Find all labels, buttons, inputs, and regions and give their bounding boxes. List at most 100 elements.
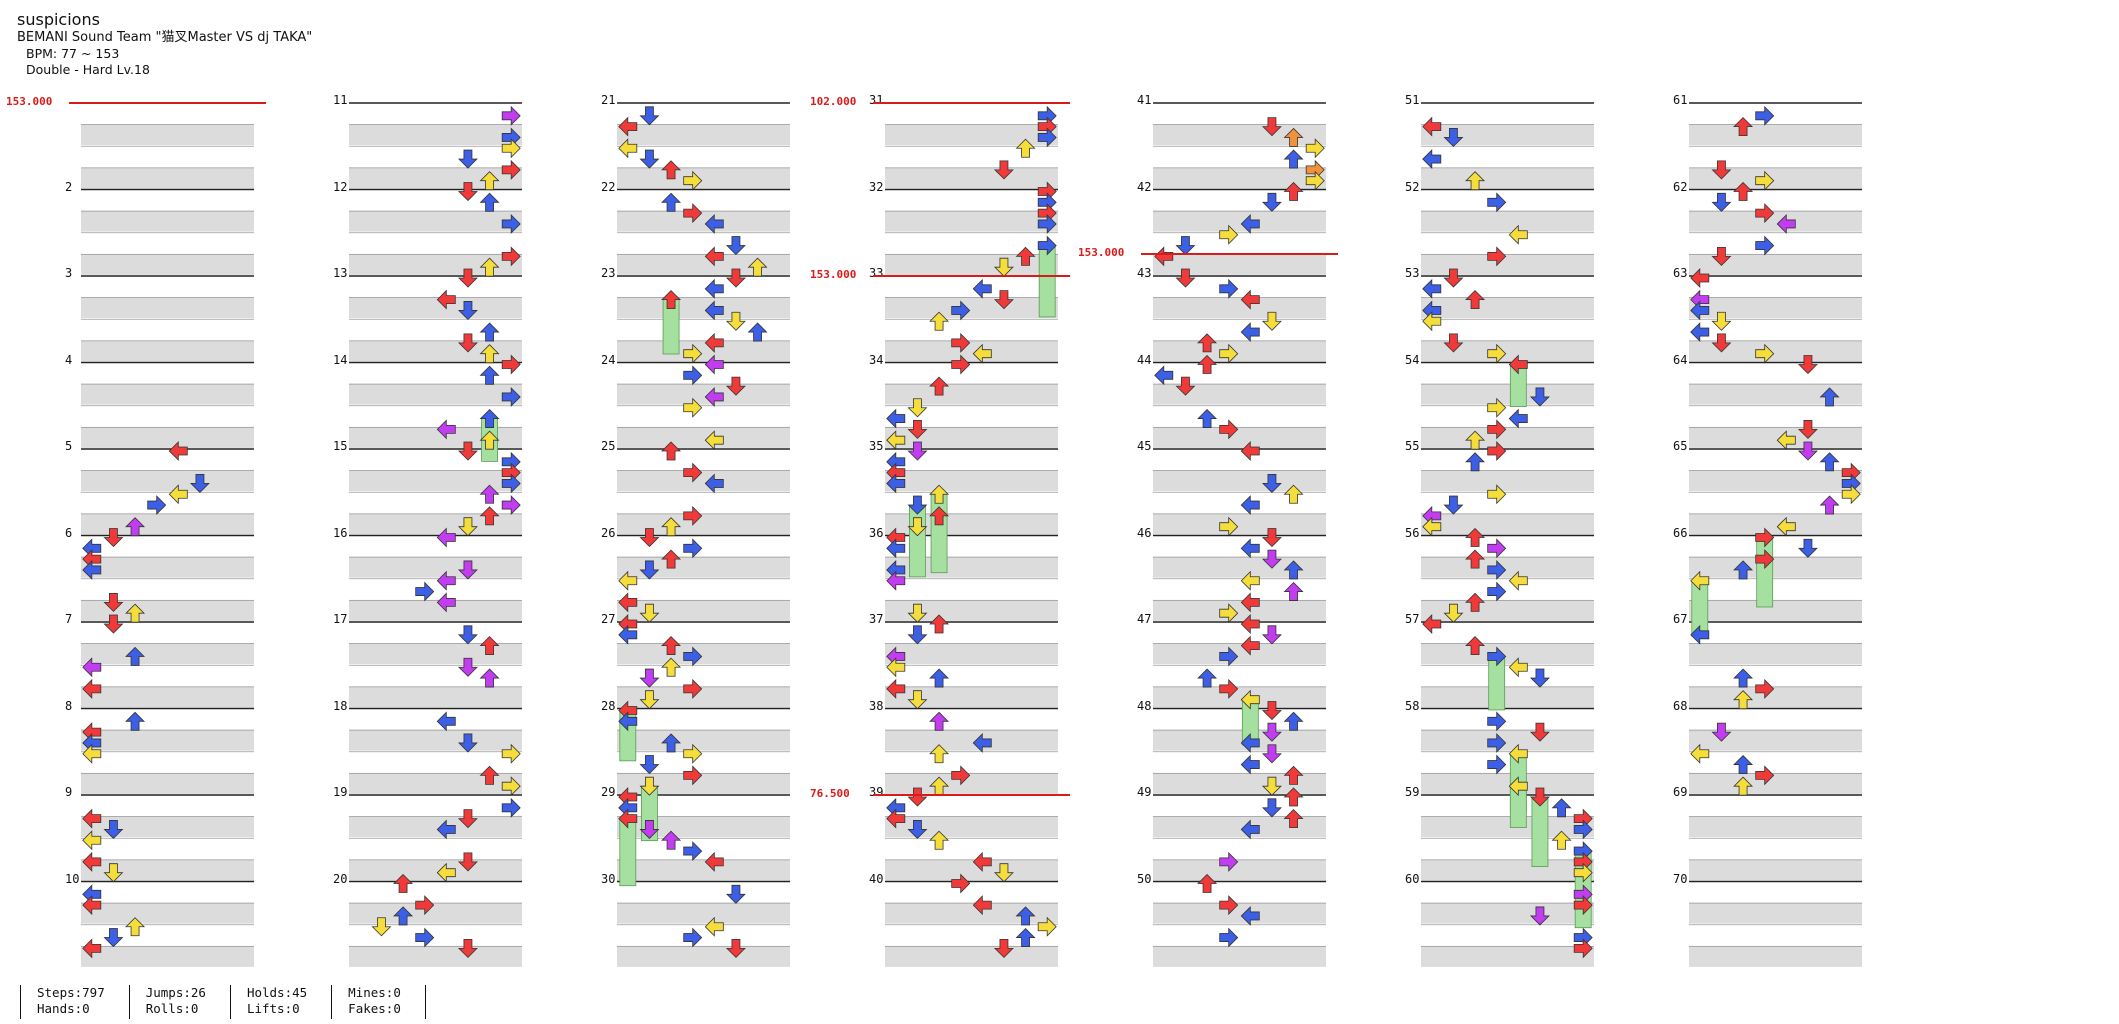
arrow-right-icon: [683, 462, 703, 483]
measure-number: 19: [333, 785, 348, 799]
arrow-up-icon: [479, 365, 500, 385]
bpm-change-line: [873, 102, 1070, 104]
arrow-right-icon: [1755, 203, 1775, 224]
arrow-right-icon: [1219, 895, 1239, 916]
arrow-up-icon: [1733, 776, 1754, 796]
song-header: suspicions BEMANI Sound Team "猫叉Master V…: [17, 10, 312, 78]
chart-column-1: [81, 102, 254, 967]
beat-stripe: [81, 340, 254, 362]
arrow-up-icon: [479, 430, 500, 450]
beat-stripe: [81, 513, 254, 535]
beat-stripe: [1689, 772, 1862, 794]
hands-count: Hands:0: [37, 1001, 90, 1016]
arrow-right-icon: [415, 927, 435, 948]
beat-stripe: [81, 945, 254, 967]
arrow-left-icon: [436, 419, 456, 440]
measure-number: 32: [869, 179, 884, 194]
beat-stripe: [617, 686, 790, 708]
arrow-down-icon: [1529, 668, 1550, 688]
beat-stripe: [81, 470, 254, 492]
arrow-left-icon: [1508, 224, 1528, 245]
beat-stripe: [1689, 470, 1862, 492]
arrow-up-icon: [479, 668, 500, 688]
beat-stripe: [1421, 816, 1594, 838]
arrow-left-icon: [886, 473, 906, 494]
arrow-up-icon: [1733, 754, 1754, 774]
beat-stripe: [1689, 167, 1862, 189]
arrow-up-icon: [1015, 927, 1036, 947]
measure-number: 68: [1673, 698, 1688, 713]
arrow-down-icon: [1261, 744, 1282, 764]
beat-stripe: [885, 902, 1058, 924]
beat-stripe: [1153, 556, 1326, 578]
beat-stripe: [617, 383, 790, 405]
measure-number: 15: [333, 439, 348, 453]
arrow-right-icon: [1755, 105, 1775, 126]
arrow-up-icon: [661, 733, 682, 753]
beat-stripe: [349, 902, 522, 924]
measure-number: 42: [1137, 179, 1152, 194]
beat-stripe: [885, 513, 1058, 535]
arrow-up-icon: [1283, 711, 1304, 731]
arrow-left-icon: [886, 408, 906, 429]
arrow-down-icon: [725, 376, 746, 396]
beat-stripe: [349, 253, 522, 275]
beat-stripe: [885, 816, 1058, 838]
arrow-right-icon: [1219, 678, 1239, 699]
beat-stripe: [1689, 297, 1862, 319]
measure-number: 20: [333, 871, 348, 886]
arrow-up-icon: [929, 311, 950, 331]
arrow-down-icon: [1529, 787, 1550, 807]
beat-stripe: [1421, 470, 1594, 492]
rolls-count: Rolls:0: [145, 1001, 199, 1016]
arrow-right-icon: [683, 927, 703, 948]
arrow-down-icon: [725, 884, 746, 904]
arrow-up-icon: [661, 160, 682, 180]
stats-cell-jumps: Jumps:26 Rolls:0: [128, 985, 230, 1019]
arrow-right-icon: [951, 354, 971, 375]
beat-stripe: [81, 599, 254, 621]
arrow-right-icon: [683, 505, 703, 526]
measure-number: 37: [869, 612, 884, 626]
arrow-down-icon: [1261, 311, 1282, 331]
beat-stripe: [885, 643, 1058, 665]
beat-stripe: [1421, 167, 1594, 189]
arrow-up-icon: [929, 744, 950, 764]
arrow-down-icon: [1443, 495, 1464, 515]
measure-number: 36: [869, 525, 884, 540]
measure-number: 70: [1673, 871, 1688, 886]
arrow-left-icon: [1508, 743, 1528, 764]
arrow-down-icon: [1261, 701, 1282, 721]
beat-stripe: [349, 816, 522, 838]
arrow-right-icon: [1487, 343, 1507, 364]
arrow-right-icon: [501, 473, 521, 494]
measure-number: 2: [65, 179, 73, 194]
arrow-right-icon: [683, 678, 703, 699]
arrow-left-icon: [436, 862, 456, 883]
arrow-up-icon: [125, 646, 146, 666]
beat-stripe: [1153, 772, 1326, 794]
beat-stripe: [885, 426, 1058, 448]
arrow-left-icon: [972, 343, 992, 364]
measure-number: 39: [869, 785, 884, 799]
beat-stripe: [81, 859, 254, 881]
arrow-left-icon: [1690, 624, 1710, 645]
arrow-right-icon: [1487, 538, 1507, 559]
arrow-left-icon: [1508, 657, 1528, 678]
arrow-right-icon: [1755, 235, 1775, 256]
arrow-left-icon: [436, 711, 456, 732]
arrow-up-icon: [479, 408, 500, 428]
measure-number: 14: [333, 352, 348, 367]
arrow-down-icon: [907, 820, 928, 840]
arrow-down-icon: [993, 938, 1014, 958]
beat-stripe: [617, 945, 790, 967]
arrow-left-icon: [82, 830, 102, 851]
beat-stripe: [81, 686, 254, 708]
arrow-up-icon: [125, 711, 146, 731]
hold-body: [1038, 245, 1056, 318]
arrow-right-icon: [1219, 603, 1239, 624]
beat-stripe: [349, 297, 522, 319]
arrow-right-icon: [501, 386, 521, 407]
beat-stripe: [1153, 513, 1326, 535]
arrow-right-icon: [415, 581, 435, 602]
